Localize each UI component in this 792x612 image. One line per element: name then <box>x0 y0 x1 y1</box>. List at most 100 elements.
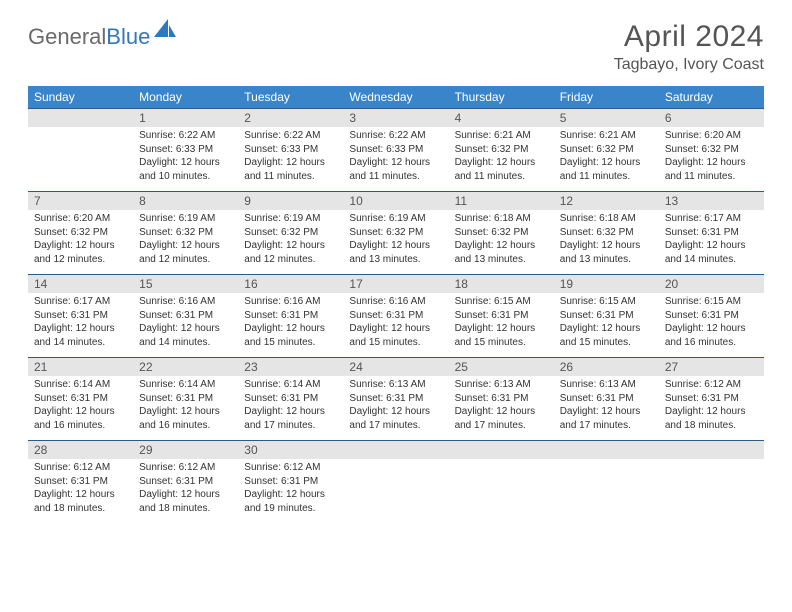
day-sunrise: Sunrise: 6:15 AM <box>665 295 758 309</box>
day-sunset: Sunset: 6:31 PM <box>455 392 548 406</box>
day-sunset: Sunset: 6:31 PM <box>244 309 337 323</box>
day-cell: Sunrise: 6:15 AMSunset: 6:31 PMDaylight:… <box>659 293 764 358</box>
weekday-header: Monday <box>133 86 238 109</box>
day-sunset: Sunset: 6:32 PM <box>455 226 548 240</box>
day-content-row: Sunrise: 6:14 AM Sunset: 6:31 PM Daylight:… <box>28 376 764 441</box>
day-sunrise: Sunrise: 6:17 AM <box>665 212 758 226</box>
day-sunrise: Sunrise: 6:12 AM <box>139 461 232 475</box>
day-cell: Sunrise: 6:13 AMSunset: 6:31 PMDaylight:… <box>449 376 554 441</box>
day-day2: and 14 minutes. <box>139 336 232 350</box>
day-number: 25 <box>449 358 554 377</box>
day-day2: and 16 minutes. <box>34 419 127 433</box>
logo-sail-icon <box>154 19 176 45</box>
day-number: 5 <box>554 109 659 128</box>
day-cell: Sunrise: 6:21 AMSunset: 6:32 PMDaylight:… <box>449 127 554 192</box>
day-sunset: Sunset: 6:31 PM <box>455 309 548 323</box>
day-cell: Sunrise: 6:22 AMSunset: 6:33 PMDaylight:… <box>343 127 448 192</box>
day-number: 28 <box>28 441 133 460</box>
weekday-header-row: SundayMondayTuesdayWednesdayThursdayFrid… <box>28 86 764 109</box>
day-cell: Sunrise: 6:14 AMSunset: 6:31 PMDaylight:… <box>238 376 343 441</box>
day-cell: Sunrise: 6:20 AMSunset: 6:32 PMDaylight:… <box>28 210 133 275</box>
day-sunrise: Sunrise: 6:15 AM <box>560 295 653 309</box>
day-cell: Sunrise: 6:12 AMSunset: 6:31 PMDaylight:… <box>28 459 133 523</box>
day-day2: and 15 minutes. <box>560 336 653 350</box>
day-day1: Daylight: 12 hours <box>665 405 758 419</box>
day-sunrise: Sunrise: 6:21 AM <box>560 129 653 143</box>
day-day1: Daylight: 12 hours <box>139 156 232 170</box>
day-number: 13 <box>659 192 764 211</box>
day-number <box>554 441 659 460</box>
day-sunrise: Sunrise: 6:12 AM <box>665 378 758 392</box>
day-sunset: Sunset: 6:32 PM <box>560 226 653 240</box>
day-cell: Sunrise: 6:17 AMSunset: 6:31 PMDaylight:… <box>659 210 764 275</box>
day-day1: Daylight: 12 hours <box>244 488 337 502</box>
day-sunrise: Sunrise: 6:20 AM <box>665 129 758 143</box>
day-cell <box>28 127 133 192</box>
day-cell <box>449 459 554 523</box>
day-number: 19 <box>554 275 659 294</box>
day-day2: and 11 minutes. <box>560 170 653 184</box>
day-sunrise: Sunrise: 6:15 AM <box>455 295 548 309</box>
day-number-row: 123456 <box>28 109 764 128</box>
day-sunrise: Sunrise: 6:19 AM <box>349 212 442 226</box>
day-cell: Sunrise: 6:16 AMSunset: 6:31 PMDaylight:… <box>238 293 343 358</box>
day-number: 2 <box>238 109 343 128</box>
day-sunrise: Sunrise: 6:20 AM <box>34 212 127 226</box>
day-number: 16 <box>238 275 343 294</box>
day-sunrise: Sunrise: 6:14 AM <box>244 378 337 392</box>
day-number: 18 <box>449 275 554 294</box>
day-sunset: Sunset: 6:32 PM <box>349 226 442 240</box>
logo-text-2: Blue <box>106 24 150 50</box>
day-day1: Daylight: 12 hours <box>139 488 232 502</box>
day-sunset: Sunset: 6:32 PM <box>665 143 758 157</box>
day-sunset: Sunset: 6:31 PM <box>34 309 127 323</box>
day-day2: and 17 minutes. <box>455 419 548 433</box>
day-day1: Daylight: 12 hours <box>560 239 653 253</box>
day-day2: and 13 minutes. <box>560 253 653 267</box>
day-cell: Sunrise: 6:19 AMSunset: 6:32 PMDaylight:… <box>133 210 238 275</box>
day-day1: Daylight: 12 hours <box>349 239 442 253</box>
day-sunset: Sunset: 6:31 PM <box>244 475 337 489</box>
day-cell: Sunrise: 6:12 AMSunset: 6:31 PMDaylight:… <box>238 459 343 523</box>
day-day1: Daylight: 12 hours <box>34 405 127 419</box>
day-day1: Daylight: 12 hours <box>665 322 758 336</box>
day-day1: Daylight: 12 hours <box>560 322 653 336</box>
day-number-row: 78910111213 <box>28 192 764 211</box>
day-number: 10 <box>343 192 448 211</box>
day-sunrise: Sunrise: 6:22 AM <box>349 129 442 143</box>
day-cell <box>659 459 764 523</box>
header: GeneralBlue April 2024 Tagbayo, Ivory Co… <box>28 20 764 74</box>
day-number: 1 <box>133 109 238 128</box>
day-sunset: Sunset: 6:31 PM <box>349 309 442 323</box>
day-day1: Daylight: 12 hours <box>244 405 337 419</box>
day-day1: Daylight: 12 hours <box>349 156 442 170</box>
calendar-table: SundayMondayTuesdayWednesdayThursdayFrid… <box>28 86 764 523</box>
day-day2: and 18 minutes. <box>139 502 232 516</box>
day-sunset: Sunset: 6:31 PM <box>34 475 127 489</box>
day-day1: Daylight: 12 hours <box>349 322 442 336</box>
day-sunset: Sunset: 6:33 PM <box>349 143 442 157</box>
day-sunrise: Sunrise: 6:21 AM <box>455 129 548 143</box>
weekday-header: Wednesday <box>343 86 448 109</box>
day-cell: Sunrise: 6:13 AMSunset: 6:31 PMDaylight:… <box>554 376 659 441</box>
day-day1: Daylight: 12 hours <box>244 156 337 170</box>
day-content-row: Sunrise: 6:20 AMSunset: 6:32 PMDaylight:… <box>28 210 764 275</box>
day-sunrise: Sunrise: 6:17 AM <box>34 295 127 309</box>
day-number <box>659 441 764 460</box>
day-day2: and 13 minutes. <box>349 253 442 267</box>
day-sunrise: Sunrise: 6:13 AM <box>349 378 442 392</box>
day-day1: Daylight: 12 hours <box>34 488 127 502</box>
day-sunrise: Sunrise: 6:22 AM <box>139 129 232 143</box>
day-day1: Daylight: 12 hours <box>665 239 758 253</box>
day-number: 14 <box>28 275 133 294</box>
day-cell: Sunrise: 6:12 AMSunset: 6:31 PMDaylight:… <box>133 459 238 523</box>
day-day2: and 11 minutes. <box>455 170 548 184</box>
day-day2: and 15 minutes. <box>455 336 548 350</box>
weekday-header: Friday <box>554 86 659 109</box>
day-number-row: 14151617181920 <box>28 275 764 294</box>
day-day2: and 14 minutes. <box>665 253 758 267</box>
day-number-row: 282930 <box>28 441 764 460</box>
day-sunset: Sunset: 6:32 PM <box>560 143 653 157</box>
day-day2: and 10 minutes. <box>139 170 232 184</box>
day-cell: Sunrise: 6:16 AMSunset: 6:31 PMDaylight:… <box>343 293 448 358</box>
